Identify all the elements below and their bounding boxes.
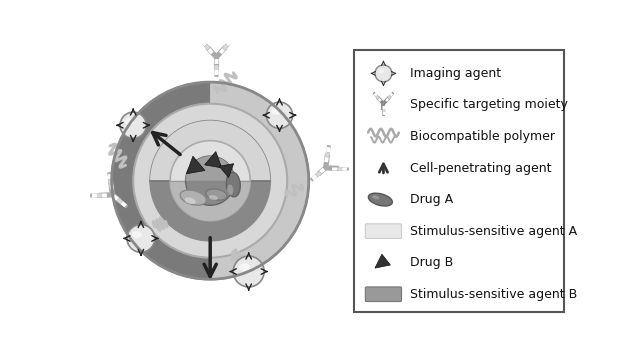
Circle shape — [375, 65, 392, 82]
Ellipse shape — [227, 185, 233, 195]
Ellipse shape — [372, 195, 380, 200]
Text: Imaging agent: Imaging agent — [410, 67, 501, 80]
Circle shape — [112, 82, 309, 279]
Ellipse shape — [226, 172, 240, 197]
Ellipse shape — [132, 231, 142, 238]
Ellipse shape — [184, 197, 196, 204]
Circle shape — [266, 102, 292, 128]
Wedge shape — [112, 82, 210, 279]
FancyBboxPatch shape — [365, 287, 401, 302]
Text: Biocompatible polymer: Biocompatible polymer — [410, 130, 555, 143]
Ellipse shape — [239, 263, 250, 271]
FancyBboxPatch shape — [354, 50, 564, 312]
Circle shape — [133, 104, 287, 258]
Circle shape — [233, 256, 264, 287]
Wedge shape — [150, 181, 270, 241]
Circle shape — [170, 141, 250, 221]
Ellipse shape — [180, 190, 207, 205]
Circle shape — [127, 225, 155, 252]
Circle shape — [120, 112, 146, 138]
Ellipse shape — [125, 118, 134, 125]
Polygon shape — [375, 254, 391, 268]
Text: Drug B: Drug B — [410, 256, 453, 269]
Text: Stimulus-sensitive agent A: Stimulus-sensitive agent A — [410, 225, 577, 238]
Polygon shape — [219, 164, 233, 177]
Wedge shape — [186, 156, 235, 181]
Circle shape — [150, 121, 270, 241]
Ellipse shape — [209, 195, 218, 200]
Circle shape — [186, 156, 235, 205]
FancyBboxPatch shape — [365, 224, 401, 238]
Text: Stimulus-sensitive agent B: Stimulus-sensitive agent B — [410, 288, 577, 301]
Wedge shape — [210, 82, 309, 279]
Text: Specific targeting moiety: Specific targeting moiety — [410, 99, 567, 111]
Ellipse shape — [205, 189, 227, 200]
Ellipse shape — [378, 69, 384, 74]
Wedge shape — [150, 121, 270, 181]
Text: Cell-penetrating agent: Cell-penetrating agent — [410, 162, 551, 175]
Polygon shape — [205, 152, 222, 168]
Ellipse shape — [368, 193, 392, 206]
Wedge shape — [170, 181, 250, 221]
Text: Drug A: Drug A — [410, 193, 453, 206]
Polygon shape — [186, 156, 205, 174]
Ellipse shape — [271, 108, 280, 115]
